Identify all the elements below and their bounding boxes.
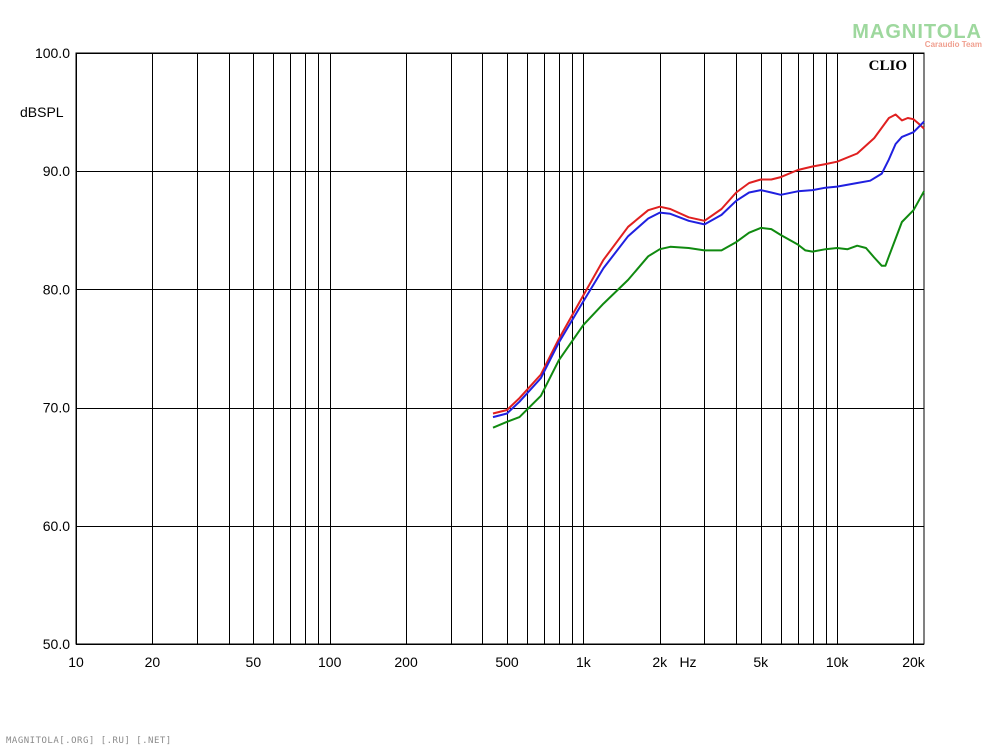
x-tick-label: 5k <box>753 654 769 670</box>
clio-brand-label: CLIO <box>869 58 907 74</box>
y-tick-label: 100.0 <box>35 45 70 61</box>
footer-watermark: MAGNITOLA[.ORG] [.RU] [.NET] <box>6 736 172 746</box>
x-tick-label: 200 <box>394 654 418 670</box>
x-tick-labels: 10 20 50 100 200 500 1k 2k 5k 10k 20k <box>68 654 926 670</box>
logo-text: MAGNITOLA <box>852 21 982 43</box>
x-tick-label: 20 <box>145 654 161 670</box>
y-tick-label: 50.0 <box>43 636 70 652</box>
y-tick-labels: 50.0 60.0 70.0 80.0 90.0 100.0 <box>35 45 70 652</box>
x-tick-label: 10 <box>68 654 84 670</box>
y-tick-label: 70.0 <box>43 400 70 416</box>
x-tick-label: 20k <box>902 654 926 670</box>
plot-frame <box>75 52 925 645</box>
x-axis-unit-label: Hz <box>679 654 696 670</box>
x-tick-label: 500 <box>495 654 519 670</box>
blue-curve <box>492 120 925 419</box>
magnitola-logo: MAGNITOLA Caraudio Team <box>852 21 982 49</box>
x-tick-label: 10k <box>826 654 850 670</box>
green-curve <box>492 190 925 429</box>
red-curve <box>492 113 925 415</box>
curves <box>492 113 925 429</box>
y-tick-label: 60.0 <box>43 518 70 534</box>
x-tick-label: 100 <box>318 654 342 670</box>
y-tick-label: 90.0 <box>43 163 70 179</box>
y-axis-label: dBSPL <box>20 104 64 120</box>
grid-lines <box>76 53 924 645</box>
y-tick-label: 80.0 <box>43 281 70 297</box>
x-tick-label: 2k <box>652 654 668 670</box>
x-tick-label: 50 <box>246 654 262 670</box>
logo-subtitle: Caraudio Team <box>925 40 982 49</box>
x-tick-label: 1k <box>576 654 592 670</box>
